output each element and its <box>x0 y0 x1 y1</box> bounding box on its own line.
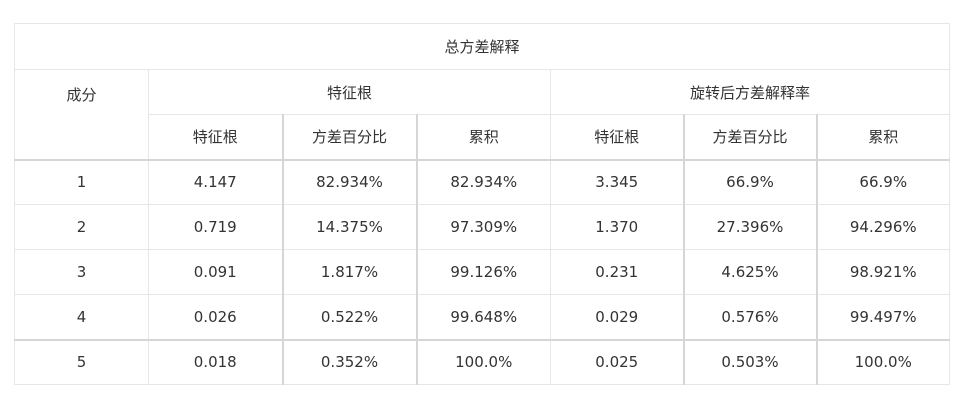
table-row: 4 0.026 0.522% 99.648% 0.029 0.576% 99.4… <box>14 294 950 340</box>
table-row: 1 4.147 82.934% 82.934% 3.345 66.9% 66.9… <box>14 158 950 205</box>
cell-variance-percent: 0.352% <box>281 338 417 385</box>
sub-header-rotated-eigenvalue: 特征根 <box>550 114 684 160</box>
table-row: 2 0.719 14.375% 97.309% 1.370 27.396% 94… <box>14 204 950 250</box>
table-title: 总方差解释 <box>14 23 950 70</box>
table-row: 5 0.018 0.352% 100.0% 0.025 0.503% 100.0… <box>14 338 950 385</box>
cell-eigenvalue: 4.147 <box>148 158 283 205</box>
cell-rotated-eigenvalue: 3.345 <box>550 158 684 205</box>
cell-component: 2 <box>14 204 149 250</box>
cell-variance-percent: 0.522% <box>281 294 417 340</box>
cell-rotated-eigenvalue: 1.370 <box>550 204 684 250</box>
cell-rotated-variance-percent: 4.625% <box>682 249 817 295</box>
cell-component: 4 <box>14 294 149 340</box>
cell-eigenvalue: 0.719 <box>148 204 283 250</box>
sub-header-cumulative: 累积 <box>415 114 551 160</box>
sub-header-variance-percent: 方差百分比 <box>281 114 417 160</box>
sub-header-eigenvalue: 特征根 <box>148 114 283 160</box>
variance-table-container: 总方差解释 成分 特征根 旋转后方差解释率 特征根 方差百分比 累积 特征根 方… <box>14 23 950 385</box>
total-variance-table: 总方差解释 成分 特征根 旋转后方差解释率 特征根 方差百分比 累积 特征根 方… <box>14 23 950 385</box>
cell-rotated-variance-percent: 27.396% <box>682 204 817 250</box>
cell-rotated-variance-percent: 66.9% <box>682 158 817 205</box>
cell-cumulative: 82.934% <box>415 158 551 205</box>
cell-rotated-cumulative: 100.0% <box>815 338 950 385</box>
cell-component: 5 <box>14 338 149 385</box>
cell-rotated-cumulative: 66.9% <box>815 158 950 205</box>
cell-rotated-cumulative: 99.497% <box>815 294 950 340</box>
cell-variance-percent: 82.934% <box>281 158 417 205</box>
cell-eigenvalue: 0.026 <box>148 294 283 340</box>
cell-cumulative: 99.648% <box>415 294 551 340</box>
cell-rotated-variance-percent: 0.576% <box>682 294 817 340</box>
cell-component: 1 <box>14 158 149 205</box>
table-row: 3 0.091 1.817% 99.126% 0.231 4.625% 98.9… <box>14 249 950 295</box>
group-header-rotated: 旋转后方差解释率 <box>550 69 950 115</box>
cell-cumulative: 99.126% <box>415 249 551 295</box>
cell-rotated-variance-percent: 0.503% <box>682 338 817 385</box>
sub-header-rotated-variance-percent: 方差百分比 <box>682 114 817 160</box>
cell-rotated-eigenvalue: 0.029 <box>550 294 684 340</box>
cell-variance-percent: 1.817% <box>281 249 417 295</box>
cell-eigenvalue: 0.018 <box>148 338 283 385</box>
group-header-eigenvalue: 特征根 <box>148 69 551 115</box>
cell-rotated-cumulative: 94.296% <box>815 204 950 250</box>
component-header: 成分 <box>14 69 149 160</box>
sub-header-rotated-cumulative: 累积 <box>815 114 950 160</box>
cell-rotated-eigenvalue: 0.025 <box>550 338 684 385</box>
cell-cumulative: 97.309% <box>415 204 551 250</box>
cell-rotated-eigenvalue: 0.231 <box>550 249 684 295</box>
cell-variance-percent: 14.375% <box>281 204 417 250</box>
cell-eigenvalue: 0.091 <box>148 249 283 295</box>
cell-component: 3 <box>14 249 149 295</box>
cell-rotated-cumulative: 98.921% <box>815 249 950 295</box>
cell-cumulative: 100.0% <box>415 338 551 385</box>
